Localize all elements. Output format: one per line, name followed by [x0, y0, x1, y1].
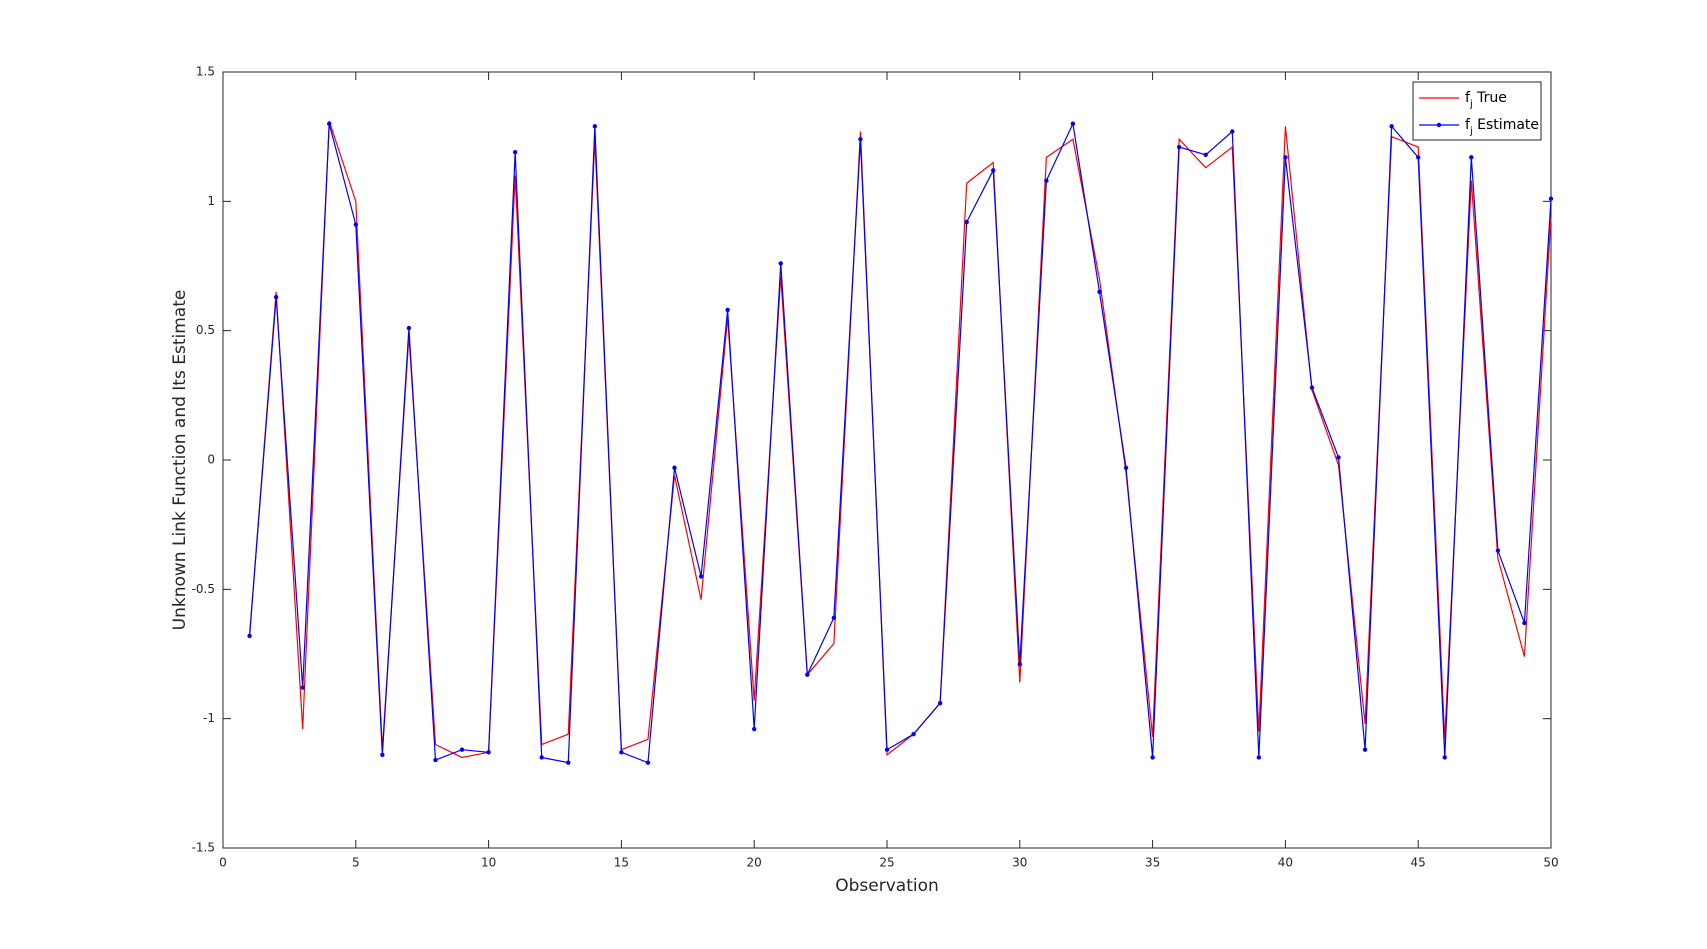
legend-marker — [1436, 122, 1442, 128]
x-tick-label: 50 — [1543, 856, 1558, 870]
data-point — [1283, 155, 1288, 160]
data-point — [1230, 129, 1235, 134]
data-point — [1256, 755, 1262, 760]
data-point — [247, 633, 252, 639]
y-axis-label: Unknown Link Function and Its Estimate — [170, 290, 190, 631]
data-point — [486, 750, 491, 755]
x-tick-label: 45 — [1411, 856, 1426, 870]
data-point — [433, 757, 438, 763]
data-point — [672, 465, 677, 470]
data-point — [1442, 755, 1447, 760]
data-point — [539, 755, 544, 760]
data-point — [698, 574, 704, 579]
plot-area — [222, 71, 1552, 849]
x-tick-label: 40 — [1278, 856, 1293, 870]
data-point — [1548, 196, 1554, 201]
data-point — [1123, 465, 1129, 470]
x-tick-label: 0 — [219, 856, 227, 870]
data-point — [273, 294, 279, 300]
data-point — [1522, 620, 1527, 626]
data-point — [1389, 124, 1394, 129]
data-point — [327, 121, 332, 126]
data-point — [805, 672, 810, 677]
y-tick-label: -1 — [203, 711, 215, 725]
data-point — [1309, 385, 1315, 390]
legend-label: fj Estimate — [1465, 117, 1539, 137]
data-point — [645, 760, 651, 765]
series-line — [248, 120, 1552, 759]
data-point — [1469, 155, 1474, 160]
data-point — [1176, 144, 1182, 150]
data-point — [937, 700, 943, 706]
data-point — [778, 261, 783, 266]
data-point — [353, 222, 358, 227]
data-point — [884, 747, 890, 752]
data-point — [1362, 747, 1368, 752]
x-tick-label: 5 — [352, 856, 360, 870]
y-tick-label: 1.5 — [196, 65, 215, 79]
y-tick-label: -0.5 — [192, 582, 215, 596]
x-axis-label: Observation — [835, 876, 939, 896]
data-point — [380, 752, 385, 758]
data-point — [459, 747, 465, 752]
data-point — [1017, 662, 1022, 667]
legend-box — [1412, 81, 1542, 141]
data-point — [1097, 289, 1102, 295]
data-point — [619, 750, 624, 755]
y-tick-label: 1 — [207, 194, 215, 208]
data-point — [911, 731, 916, 737]
data-point — [1416, 155, 1421, 160]
data-point — [964, 219, 969, 225]
y-tick-label: 0 — [207, 453, 215, 467]
data-point — [1495, 548, 1501, 553]
data-point — [1044, 178, 1049, 183]
data-point — [725, 307, 730, 313]
x-tick-label: 20 — [747, 856, 762, 870]
x-tick-label: 10 — [481, 856, 496, 870]
y-tick-label: 0.5 — [196, 323, 215, 337]
legend-label: fj True — [1465, 90, 1507, 110]
series-line — [248, 121, 1552, 764]
x-tick-label: 35 — [1145, 856, 1160, 870]
data-point — [1070, 121, 1076, 126]
data-point — [592, 124, 598, 129]
data-point — [858, 137, 863, 142]
data-point — [1203, 152, 1208, 157]
x-tick-label: 25 — [879, 856, 894, 870]
data-point — [1150, 755, 1155, 760]
data-point — [300, 685, 305, 690]
data-point — [1336, 455, 1341, 460]
x-tick-label: 15 — [614, 856, 629, 870]
data-point — [991, 168, 996, 173]
data-point — [752, 726, 757, 732]
data-point — [566, 760, 571, 765]
data-point — [512, 149, 518, 155]
data-point — [406, 325, 412, 331]
data-point — [831, 615, 837, 620]
y-tick-label: -1.5 — [192, 841, 215, 855]
x-tick-label: 30 — [1012, 856, 1027, 870]
